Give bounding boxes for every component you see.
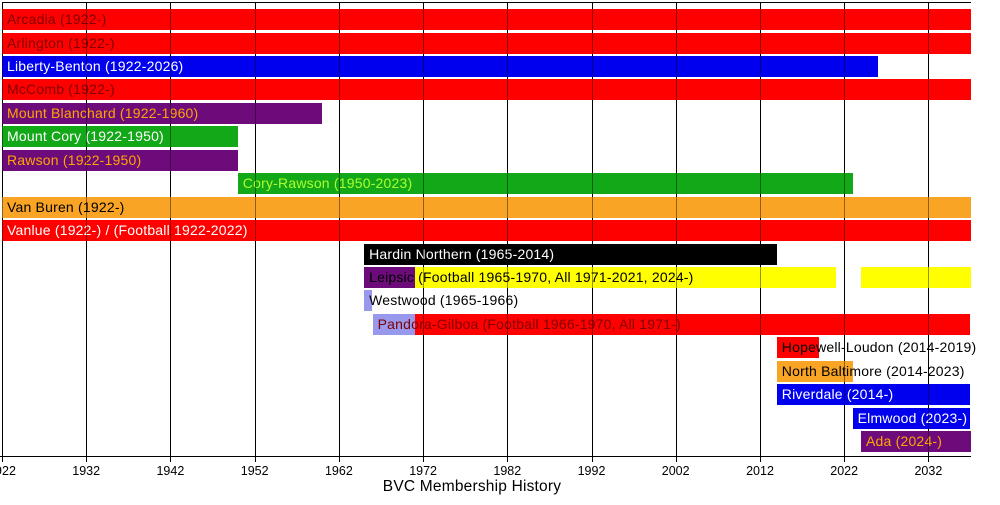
gridline-overlay-2032 (928, 2, 930, 456)
top-tick-1922 (2, 2, 3, 9)
bar-label-elmwood: Elmwood (2023-) (857, 409, 968, 426)
tick-label-2012: 2012 (746, 463, 774, 478)
gridline-overlay-1942 (170, 2, 172, 456)
bar-cory-rawson (237, 173, 853, 195)
top-tick-2012 (760, 2, 761, 9)
bar-westwood (364, 290, 373, 312)
top-tick-2032 (928, 2, 930, 9)
bottom-tick-1962 (338, 455, 340, 462)
bottom-tick-2032 (928, 455, 930, 462)
bar-label-hardin-northern: Hardin Northern (1965-2014) (369, 245, 555, 262)
top-tick-1932 (86, 2, 88, 9)
bottom-tick-2012 (760, 455, 761, 462)
bar-label-riverdale: Riverdale (2014-) (781, 386, 894, 403)
gridline-overlay-1992 (591, 2, 593, 456)
bar-leipsic-seg2 (414, 266, 836, 288)
tick-label-1932: 1932 (72, 463, 101, 478)
bar-label-vanlue: Vanlue (1922-) / (Football 1922-2022) (7, 222, 248, 238)
bar-label-cory-rawson: Cory-Rawson (1950-2023) (242, 175, 413, 192)
top-tick-1952 (254, 2, 256, 9)
bottom-tick-1982 (507, 455, 509, 462)
bar-label-westwood: Westwood (1965-1966) (369, 292, 519, 309)
gridline-overlay-2002 (675, 2, 677, 456)
bar-label-north-baltimore: North Baltimore (2014-2023) (781, 362, 965, 379)
bar-van-buren (2, 196, 971, 218)
gridline-overlay-1982 (507, 2, 509, 456)
bottom-tick-1932 (86, 455, 88, 462)
gridline-overlay-1932 (86, 2, 88, 456)
bar-label-liberty-benton: Liberty-Benton (1922-2026) (7, 57, 184, 74)
tick-label-1982: 1982 (493, 463, 522, 478)
tick-label-2002: 2002 (661, 463, 690, 478)
bar-label-mount-blanchard: Mount Blanchard (1922-1960) (7, 104, 199, 121)
bottom-tick-1992 (591, 455, 593, 462)
bar-pandora-gilboa-seg1 (372, 313, 415, 335)
bottom-tick-1972 (423, 455, 425, 462)
bar-arlington (2, 32, 971, 54)
bar-riverdale (776, 384, 971, 406)
bar-elmwood (852, 407, 971, 429)
bar-label-rawson: Rawson (1922-1950) (7, 151, 142, 168)
bar-liberty-benton (2, 55, 878, 77)
bar-pandora-gilboa-seg2 (414, 313, 971, 335)
bar-label-arcadia: Arcadia (1922-) (7, 11, 107, 27)
x-axis-line (0, 455, 971, 457)
top-axis-line (2, 2, 971, 4)
top-tick-1962 (338, 2, 340, 9)
gridline-overlay-1972 (423, 2, 425, 456)
bottom-tick-1952 (254, 455, 256, 462)
tick-label-1942: 1942 (156, 463, 185, 478)
top-tick-2002 (675, 2, 677, 9)
tick-label-2022: 2022 (830, 463, 859, 478)
top-tick-1992 (591, 2, 593, 9)
bar-label-pandora-gilboa: Pandora-Gilboa (Football 1966-1970, All … (377, 315, 681, 332)
bar-label-mount-cory: Mount Cory (1922-1950) (7, 128, 164, 145)
gridline-overlay-1962 (338, 2, 340, 456)
bar-vanlue (2, 220, 971, 241)
bottom-tick-2022 (844, 455, 846, 462)
bottom-tick-2002 (675, 455, 677, 462)
bar-hardin-northern (364, 243, 777, 265)
tick-label-1962: 1962 (324, 463, 353, 478)
bar-arcadia (2, 9, 971, 30)
gridline-overlay-2022 (844, 2, 846, 456)
top-tick-2022 (844, 2, 846, 9)
bar-label-arlington: Arlington (1922-) (7, 34, 115, 51)
bar-mount-blanchard (2, 102, 322, 124)
gridline-overlay-2012 (760, 2, 761, 456)
bar-label-van-buren: Van Buren (1922-) (7, 198, 125, 215)
top-tick-1942 (170, 2, 172, 9)
bar-mount-cory (2, 126, 238, 148)
bar-ada (861, 431, 971, 453)
bar-label-leipsic: Leipsic (Football 1965-1970, All 1971-20… (369, 268, 694, 285)
bar-leipsic-seg1 (364, 266, 415, 288)
bar-label-ada: Ada (2024-) (866, 433, 943, 450)
gridline-overlay-1952 (254, 2, 256, 456)
bar-mccomb (2, 79, 971, 101)
top-tick-1982 (507, 2, 509, 9)
chart-title: BVC Membership History (382, 478, 562, 495)
top-tick-1972 (423, 2, 425, 9)
bottom-tick-1942 (170, 455, 172, 462)
bar-leipsic-seg3 (861, 266, 971, 288)
bar-hopewell-loudon (776, 337, 819, 359)
tick-label-1972: 1972 (409, 463, 437, 478)
bar-label-hopewell-loudon: Hopewell-Loudon (2014-2019) (781, 339, 977, 356)
bar-label-mccomb: McComb (1922-) (7, 81, 115, 98)
tick-label-1922: 1922 (0, 463, 16, 478)
bar-rawson (2, 149, 238, 171)
tick-label-1992: 1992 (577, 463, 606, 478)
tick-label-2032: 2032 (914, 463, 943, 478)
tick-label-1952: 1952 (240, 463, 269, 478)
bottom-tick-1922 (2, 455, 3, 462)
gridline-overlay-1922 (2, 2, 3, 456)
bar-north-baltimore (776, 360, 853, 382)
